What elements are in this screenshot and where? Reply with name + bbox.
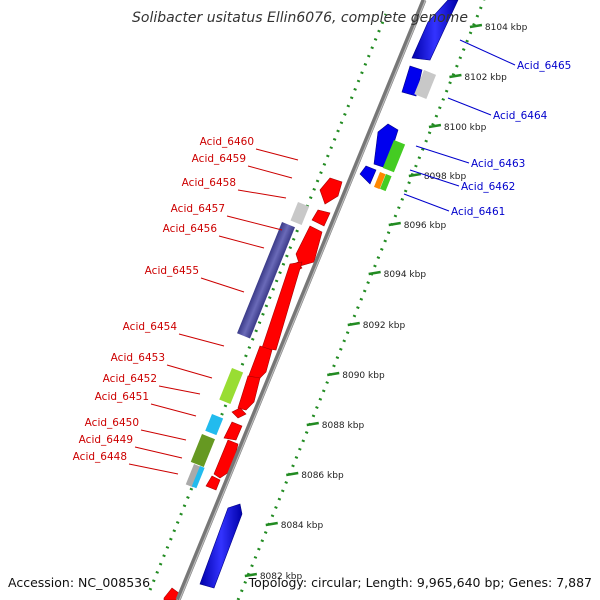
label-leader-line [134,446,183,459]
label-leader-line [226,215,283,231]
cog-track-forward [374,70,437,192]
tick-mark [265,521,278,527]
cog-lime-6453 [219,368,244,405]
cog-track-reverse [185,202,310,489]
gene-label-acid-6458[interactable]: Acid_6458 [182,177,236,189]
label-leader-line [403,193,450,212]
tick-label: 8100 kbp [444,123,487,133]
gene-label-acid-6455[interactable]: Acid_6455 [145,265,199,277]
gene-label-acid-6462[interactable]: Acid_6462 [461,181,515,193]
tick-label: 8086 kbp [301,471,344,481]
tick-label: 8096 kbp [404,221,447,231]
reverse-strand-genes [163,177,343,600]
label-leader-line [200,277,245,293]
label-leader-line [415,145,470,164]
gene-acid-6465-top[interactable] [411,0,459,61]
cog-grey-6464 [414,70,437,99]
tick-mark [449,73,462,79]
gene-label-acid-6459[interactable]: Acid_6459 [192,153,246,165]
tick-label: 8082 kbp [260,572,303,582]
gene-acid-6459[interactable] [311,209,331,227]
label-leader-line [150,403,197,417]
cog-cyan-6448 [191,466,205,489]
gene-label-acid-6452[interactable]: Acid_6452 [103,373,157,385]
topology-text: Topology: circular; Length: 9,965,640 bp… [248,575,592,590]
tick-mark [388,221,401,227]
accession-text: Accession: NC_008536 [8,575,150,590]
tick-mark [347,321,360,327]
tick-mark [306,421,319,427]
cog-green-6462 [382,140,406,173]
gene-label-acid-6460[interactable]: Acid_6460 [200,136,254,148]
tick-mark [469,23,483,29]
backbone [175,0,427,600]
gene-acid-6461[interactable] [359,165,377,185]
tick-mark [428,123,442,129]
tick-ring-inner [148,13,388,591]
cog-cyan-6450 [205,414,224,436]
gene-acid-6460[interactable] [319,177,343,205]
label-leader-line [447,97,492,116]
gene-label-acid-6453[interactable]: Acid_6453 [111,352,165,364]
tick-mark [286,471,299,477]
gene-acid-6451[interactable] [231,407,247,419]
gene-bottom-blue[interactable] [199,503,243,589]
label-leader-line [409,169,460,187]
cog-grey-6458 [290,202,310,226]
label-leader-line [178,333,225,347]
gene-label-acid-6457[interactable]: Acid_6457 [171,203,225,215]
tick-label: 8102 kbp [464,73,507,83]
label-leader-line [158,385,201,395]
gene-label-acid-6465[interactable]: Acid_6465 [517,60,571,72]
gene-label-acid-6464[interactable]: Acid_6464 [493,110,548,122]
tick-label: 8094 kbp [384,270,427,280]
label-leader-line [218,235,265,249]
tick-mark [244,572,258,578]
gene-label-acid-6456[interactable]: Acid_6456 [163,223,218,235]
cog-purple-6456 [237,222,295,339]
cog-olive-6449 [190,434,215,468]
label-leader-line [128,463,179,475]
gene-label-acid-6450[interactable]: Acid_6450 [85,417,139,429]
tick-label: 8088 kbp [322,421,365,431]
gene-label-acid-6448[interactable]: Acid_6448 [73,451,127,463]
gene-acid-6453[interactable] [237,375,261,411]
gene-label-acid-6461[interactable]: Acid_6461 [451,206,505,218]
tick-label: 8092 kbp [363,321,406,331]
tick-marks [244,23,483,578]
cog-green-6461 [380,174,392,192]
tick-label: 8098 kbp [424,172,467,182]
gene-label-acid-6449[interactable]: Acid_6449 [79,434,133,446]
genome-title: Solibacter usitatus Ellin6076, complete … [132,10,468,26]
gene-acid-6455[interactable] [261,261,303,351]
gene-label-acid-6451[interactable]: Acid_6451 [95,391,149,403]
left-gene-labels: Acid_6460 Acid_6459 Acid_6458 Acid_6457 Acid… [73,136,299,475]
tick-labels: 8104 kbp 8102 kbp 8100 kbp 8098 kbp 8096 kbp… [260,23,528,582]
gene-label-acid-6463[interactable]: Acid_6463 [471,158,525,170]
gene-acid-6448[interactable] [205,475,221,491]
gene-acid-6450[interactable] [223,421,243,441]
label-leader-line [459,39,516,66]
gene-label-acid-6454[interactable]: Acid_6454 [123,321,178,333]
tick-mark [368,270,381,276]
tick-label: 8084 kbp [281,521,324,531]
cog-orange-6461 [374,172,386,190]
label-leader-line [237,189,287,199]
tick-mark [327,371,340,377]
tick-ring-outer [236,0,486,600]
tick-label: 8104 kbp [485,23,528,33]
label-leader-line [255,148,299,161]
cog-grey-6448 [185,464,202,488]
label-leader-line [140,429,187,441]
label-leader-line [247,165,293,179]
tick-mark [408,172,422,178]
right-gene-labels: Acid_6465 Acid_6464 Acid_6463 Acid_6462 Acid… [403,39,571,218]
label-leader-line [166,364,213,379]
tick-label: 8090 kbp [342,371,385,381]
